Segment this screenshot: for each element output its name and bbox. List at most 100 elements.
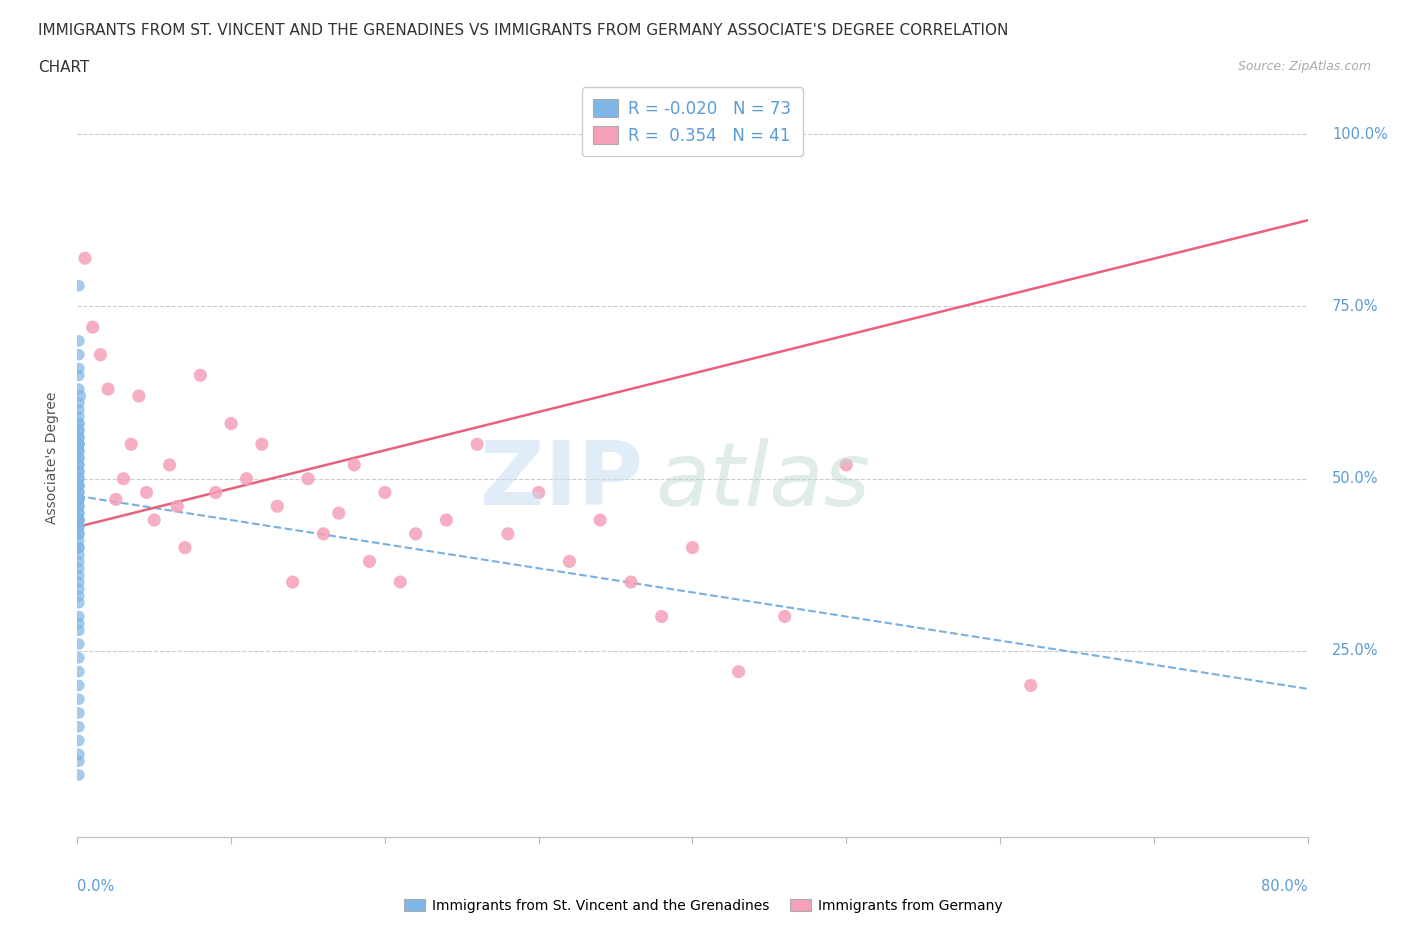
- Point: [67, 451, 90, 466]
- Point: [67, 506, 90, 521]
- Legend: Immigrants from St. Vincent and the Grenadines, Immigrants from Germany: Immigrants from St. Vincent and the Gren…: [398, 894, 1008, 919]
- Point: [67, 334, 90, 349]
- Point: [651, 609, 673, 624]
- Point: [67, 437, 90, 452]
- Point: [67, 458, 90, 472]
- Point: [67, 347, 90, 362]
- Point: [67, 430, 90, 445]
- Point: [112, 472, 135, 486]
- Point: [69, 389, 91, 404]
- Point: [67, 430, 90, 445]
- Point: [166, 498, 188, 513]
- Point: [67, 733, 90, 748]
- Point: [67, 437, 90, 452]
- Point: [235, 472, 257, 486]
- Point: [67, 492, 90, 507]
- Text: ZIP: ZIP: [481, 437, 644, 525]
- Point: [67, 540, 90, 555]
- Text: 25.0%: 25.0%: [1333, 644, 1379, 658]
- Point: [67, 692, 90, 707]
- Point: [67, 637, 90, 652]
- Point: [359, 554, 381, 569]
- Point: [67, 409, 90, 424]
- Point: [67, 444, 90, 458]
- Point: [67, 403, 90, 418]
- Point: [835, 458, 858, 472]
- Point: [67, 416, 90, 431]
- Point: [682, 540, 704, 555]
- Point: [97, 381, 120, 396]
- Point: [89, 347, 111, 362]
- Point: [436, 512, 458, 527]
- Point: [312, 526, 335, 541]
- Point: [67, 616, 90, 631]
- Point: [67, 478, 90, 493]
- Point: [67, 498, 90, 513]
- Point: [67, 485, 90, 500]
- Point: [374, 485, 396, 500]
- Point: [67, 767, 90, 782]
- Point: [773, 609, 796, 624]
- Point: [67, 361, 90, 376]
- Point: [727, 664, 749, 679]
- Point: [174, 540, 197, 555]
- Point: [67, 478, 90, 493]
- Point: [67, 526, 90, 541]
- Point: [67, 747, 90, 762]
- Point: [67, 472, 90, 486]
- Point: [73, 251, 96, 266]
- Text: IMMIGRANTS FROM ST. VINCENT AND THE GRENADINES VS IMMIGRANTS FROM GERMANY ASSOCI: IMMIGRANTS FROM ST. VINCENT AND THE GREN…: [38, 23, 1008, 38]
- Point: [67, 664, 90, 679]
- Point: [343, 458, 366, 472]
- Point: [67, 478, 90, 493]
- Point: [67, 719, 90, 734]
- Point: [67, 540, 90, 555]
- Point: [527, 485, 550, 500]
- Point: [1019, 678, 1042, 693]
- Point: [67, 520, 90, 535]
- Point: [67, 706, 90, 721]
- Point: [67, 650, 90, 665]
- Point: [67, 368, 90, 383]
- Point: [128, 389, 150, 404]
- Point: [558, 554, 581, 569]
- Point: [67, 416, 90, 431]
- Point: [67, 547, 90, 562]
- Point: [67, 472, 90, 486]
- Text: 80.0%: 80.0%: [1261, 879, 1308, 894]
- Point: [266, 498, 288, 513]
- Point: [67, 561, 90, 576]
- Point: [67, 609, 90, 624]
- Point: [496, 526, 519, 541]
- Point: [67, 464, 90, 479]
- Text: atlas: atlas: [655, 438, 870, 524]
- Point: [67, 381, 90, 396]
- Text: 0.0%: 0.0%: [77, 879, 114, 894]
- Point: [67, 451, 90, 466]
- Point: [67, 278, 90, 293]
- Point: [67, 512, 90, 527]
- Point: [297, 472, 319, 486]
- Point: [67, 678, 90, 693]
- Point: [67, 753, 90, 768]
- Point: [67, 512, 90, 527]
- Point: [67, 595, 90, 610]
- Text: 100.0%: 100.0%: [1333, 126, 1388, 141]
- Text: 75.0%: 75.0%: [1333, 299, 1379, 314]
- Point: [67, 423, 90, 438]
- Point: [281, 575, 304, 590]
- Point: [67, 444, 90, 458]
- Point: [67, 506, 90, 521]
- Point: [620, 575, 643, 590]
- Point: [67, 520, 90, 535]
- Point: [250, 437, 273, 452]
- Point: [82, 320, 104, 335]
- Point: [104, 492, 127, 507]
- Point: [120, 437, 142, 452]
- Point: [159, 458, 181, 472]
- Point: [67, 395, 90, 410]
- Point: [67, 485, 90, 500]
- Point: [67, 492, 90, 507]
- Point: [67, 526, 90, 541]
- Point: [135, 485, 157, 500]
